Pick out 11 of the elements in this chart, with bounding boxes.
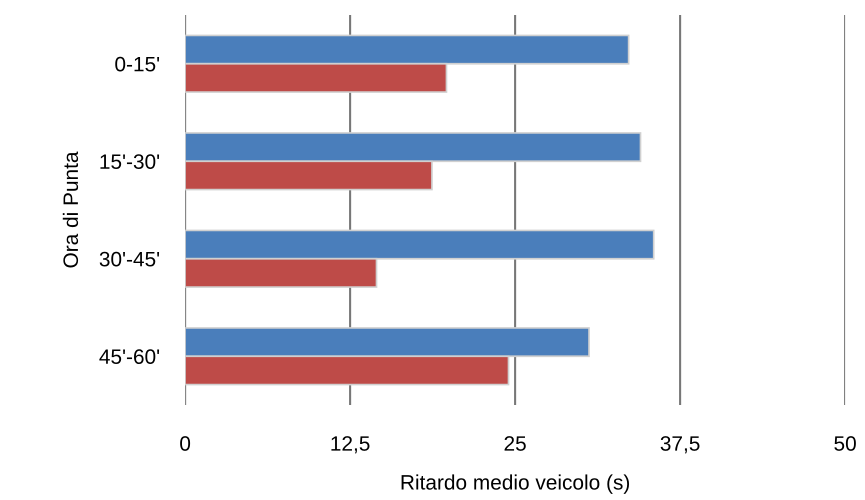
- x-tick-label: 0: [180, 436, 190, 451]
- x-tick-label: 37,5: [660, 436, 700, 454]
- x-tick-label: 12,5: [331, 436, 370, 454]
- x-tick-label: 25: [504, 436, 526, 451]
- y-axis-title: Ora di Punta: [62, 152, 78, 268]
- y-tick-label: 45'-60': [99, 349, 160, 364]
- y-tick-label: 30'-45': [100, 252, 160, 267]
- y-tick-label: 0-15': [115, 56, 160, 72]
- x-tick-label: 50: [834, 436, 856, 451]
- y-tick-label: 15'-30': [100, 154, 160, 170]
- x-axis-title: Ritardo medio veicolo (s): [402, 474, 630, 494]
